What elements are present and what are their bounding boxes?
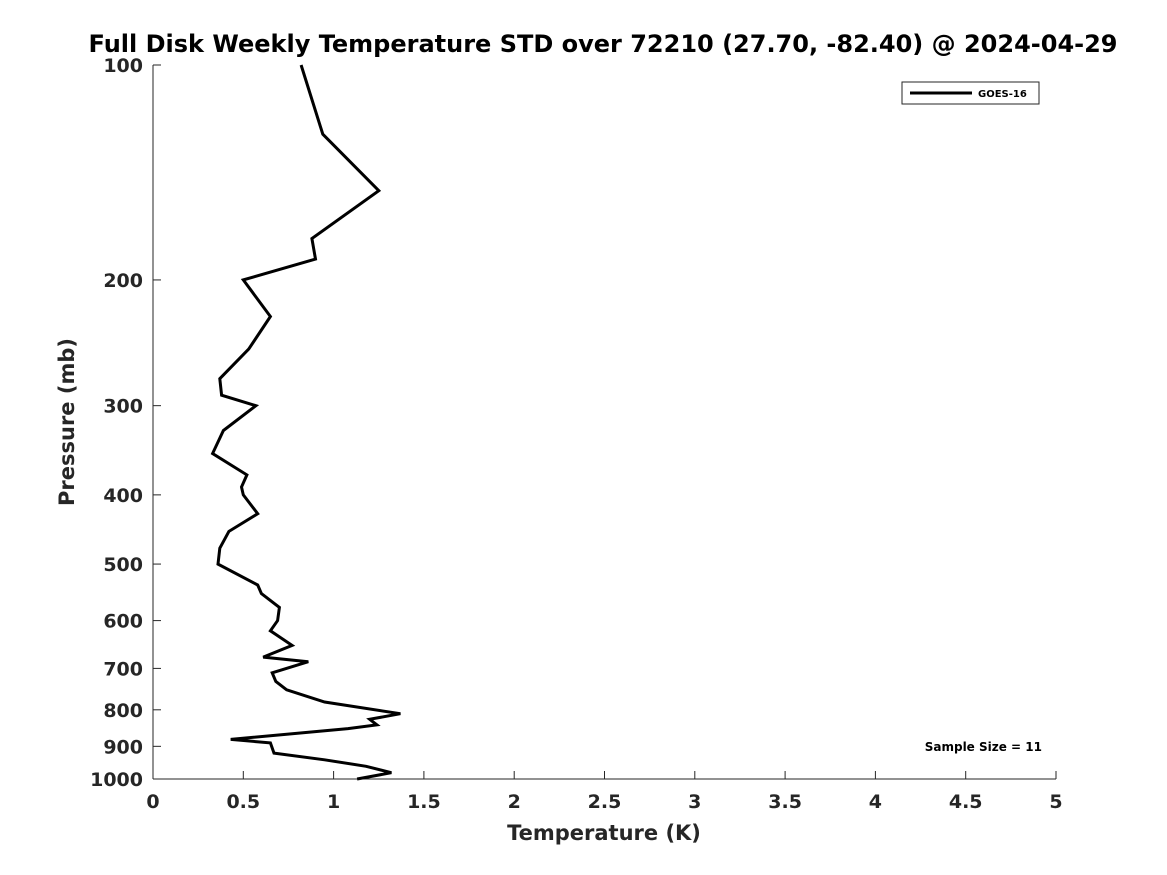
x-tick-label: 1.5 bbox=[407, 791, 441, 813]
x-tick-label: 2 bbox=[508, 791, 521, 813]
plot-area bbox=[153, 65, 1056, 779]
x-axis-label: Temperature (K) bbox=[507, 821, 701, 845]
series-line-goes-16 bbox=[210, 64, 401, 781]
sample-size-annotation: Sample Size = 11 bbox=[925, 740, 1042, 754]
y-tick-label: 400 bbox=[103, 485, 143, 507]
y-tick-label: 600 bbox=[103, 611, 143, 633]
y-tick-label: 900 bbox=[103, 736, 143, 758]
series-layer bbox=[210, 64, 401, 781]
x-tick-label: 2.5 bbox=[588, 791, 622, 813]
y-axis-label: Pressure (mb) bbox=[55, 338, 79, 506]
y-tick-label: 700 bbox=[103, 658, 143, 680]
y-tick-label: 1000 bbox=[90, 769, 143, 791]
legend: GOES-16 bbox=[901, 81, 1040, 105]
x-ticks: 0 0.5 1 1.5 2 2.5 3 3.5 4 4.5 5 bbox=[146, 771, 1063, 813]
x-tick-label: 1 bbox=[327, 791, 340, 813]
y-tick-label: 200 bbox=[103, 270, 143, 292]
chart-title: Full Disk Weekly Temperature STD over 72… bbox=[89, 30, 1118, 58]
x-tick-label: 0.5 bbox=[226, 791, 260, 813]
y-tick-label: 800 bbox=[103, 700, 143, 722]
x-tick-label: 3.5 bbox=[768, 791, 802, 813]
x-tick-label: 5 bbox=[1049, 791, 1062, 813]
y-tick-label: 300 bbox=[103, 396, 143, 418]
x-tick-label: 4.5 bbox=[949, 791, 983, 813]
y-tick-label: 100 bbox=[103, 55, 143, 77]
y-tick-label: 500 bbox=[103, 554, 143, 576]
y-ticks: 100 200 300 400 500 600 700 800 900 1000 bbox=[90, 55, 161, 791]
x-tick-label: 4 bbox=[869, 791, 882, 813]
x-tick-label: 3 bbox=[688, 791, 701, 813]
legend-label-goes-16: GOES-16 bbox=[978, 89, 1027, 100]
x-tick-label: 0 bbox=[146, 791, 159, 813]
